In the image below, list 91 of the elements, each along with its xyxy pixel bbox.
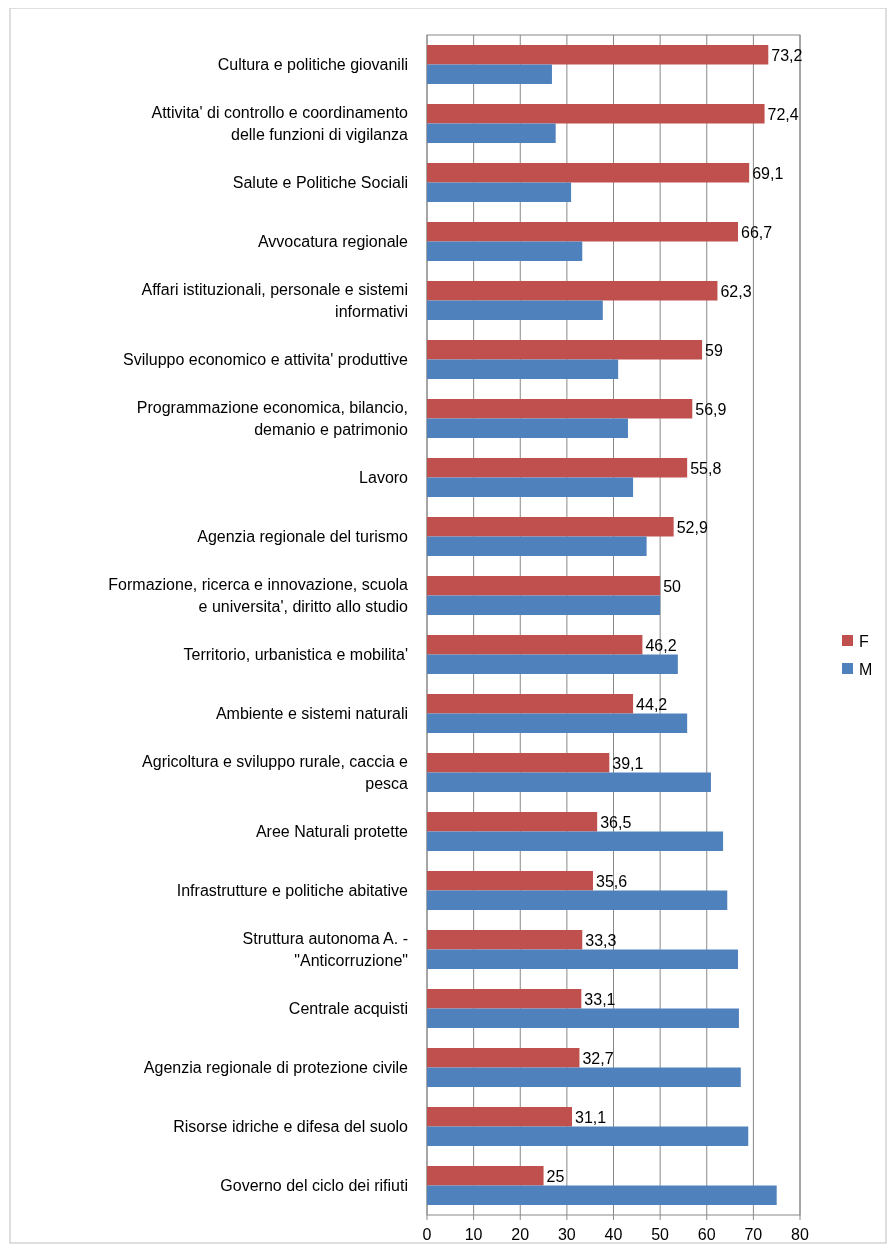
data-label: 69,1 — [752, 164, 784, 182]
x-tick-label: 60 — [697, 1226, 716, 1243]
y-tick-label: Attivita' di controllo e coordinamento delle funzioni di vigilanza — [151, 103, 409, 143]
data-label: 62,3 — [720, 282, 752, 300]
data-label: 72,4 — [767, 105, 799, 123]
y-tick-label: Avvocatura regionale — [257, 232, 409, 250]
x-tick-label: 20 — [511, 1226, 530, 1243]
data-label: 31,1 — [575, 1108, 607, 1126]
bar — [427, 64, 552, 84]
bar — [427, 1126, 749, 1146]
y-tick-label: Governo del ciclo dei rifiuti — [220, 1176, 408, 1194]
data-label: 39,1 — [612, 754, 644, 772]
data-label: 46,2 — [645, 636, 677, 654]
y-tick-label: Cultura e politiche giovanili — [217, 55, 408, 73]
y-tick-label: Lavoro — [359, 468, 409, 486]
bar — [427, 871, 593, 891]
data-label: 50 — [663, 577, 682, 595]
bar — [427, 300, 603, 320]
y-tick-label: Agenzia regionale di protezione civile — [143, 1058, 409, 1076]
bar — [427, 281, 718, 301]
bar — [427, 222, 738, 242]
bar — [427, 1067, 741, 1087]
x-tick-label: 40 — [604, 1226, 623, 1243]
bar — [427, 1166, 544, 1186]
data-label: 56,9 — [695, 400, 727, 418]
bar — [427, 477, 634, 497]
bar — [427, 399, 693, 419]
data-label: 66,7 — [740, 223, 773, 241]
y-tick-label: Programmazione economica, bilancio, demanio e patrimonio — [136, 398, 409, 438]
y-tick-label: Formazione, ricerca e innovazione, scuola e universita', diritto allo studio — [108, 575, 409, 615]
y-tick-label: Risorse idriche e difesa del suolo — [173, 1117, 409, 1135]
y-tick-label: Territorio, urbanistica e mobilita' — [183, 645, 408, 663]
bar — [427, 182, 572, 202]
bar — [427, 517, 674, 537]
data-label: 59 — [705, 341, 723, 359]
x-tick-label: 50 — [651, 1226, 670, 1243]
bar — [427, 45, 769, 65]
bar — [427, 989, 582, 1009]
y-tick-label: Salute e Politiche Sociali — [232, 173, 408, 191]
bar — [427, 104, 765, 124]
bar — [427, 1048, 580, 1068]
legend-label: F — [859, 633, 869, 650]
bar — [427, 458, 688, 478]
bar — [427, 576, 661, 596]
legend-label: M — [859, 661, 873, 678]
data-label: 25 — [546, 1167, 565, 1185]
bar — [427, 713, 688, 733]
x-tick-label: 70 — [744, 1226, 763, 1243]
y-tick-label: Agenzia regionale del turismo — [197, 527, 409, 545]
y-tick-label: Infrastrutture e politiche abitative — [176, 881, 409, 899]
bar — [427, 241, 583, 261]
bar — [427, 930, 583, 950]
bar — [427, 890, 728, 910]
data-label: 44,2 — [636, 695, 668, 713]
y-tick-label: Aree Naturali protette — [255, 822, 409, 840]
x-tick-label: 30 — [557, 1226, 576, 1243]
bar — [427, 1008, 739, 1028]
y-tick-label: Struttura autonoma A. - "Anticorruzione" — [242, 929, 408, 969]
data-label: 73,2 — [771, 46, 803, 64]
data-label: 52,9 — [676, 518, 708, 536]
bar — [427, 753, 610, 773]
bar — [427, 812, 598, 832]
y-tick-label: Ambiente e sistemi naturali — [215, 704, 408, 722]
data-label: 33,1 — [584, 990, 616, 1008]
bar — [427, 654, 678, 674]
bar — [427, 635, 643, 655]
bar — [427, 1185, 777, 1205]
y-tick-label: Centrale acquisti — [288, 999, 408, 1017]
bar — [427, 359, 619, 379]
bar — [427, 163, 750, 183]
bar — [427, 694, 634, 714]
x-tick-label: 0 — [422, 1226, 432, 1243]
data-label: 36,5 — [600, 813, 632, 831]
bar — [427, 340, 703, 360]
y-tick-label: Affari istituzionali, personale e sistemi informativi — [141, 280, 408, 320]
data-label: 35,6 — [595, 872, 628, 890]
x-tick-label: 10 — [464, 1226, 483, 1243]
bar — [427, 772, 711, 792]
bar — [427, 595, 661, 615]
bar — [427, 831, 724, 851]
data-label: 55,8 — [690, 459, 722, 477]
x-tick-label: 80 — [791, 1226, 809, 1243]
y-tick-label: Sviluppo economico e attivita' produttive — [123, 350, 409, 368]
bar — [427, 418, 628, 438]
data-label: 32,7 — [582, 1049, 614, 1067]
bar — [427, 949, 738, 969]
bar — [427, 123, 556, 143]
bar — [427, 536, 647, 556]
bar — [427, 1107, 572, 1127]
y-tick-label: Agricoltura e sviluppo rurale, caccia e pesca — [142, 752, 409, 792]
data-label: 33,3 — [585, 931, 617, 949]
